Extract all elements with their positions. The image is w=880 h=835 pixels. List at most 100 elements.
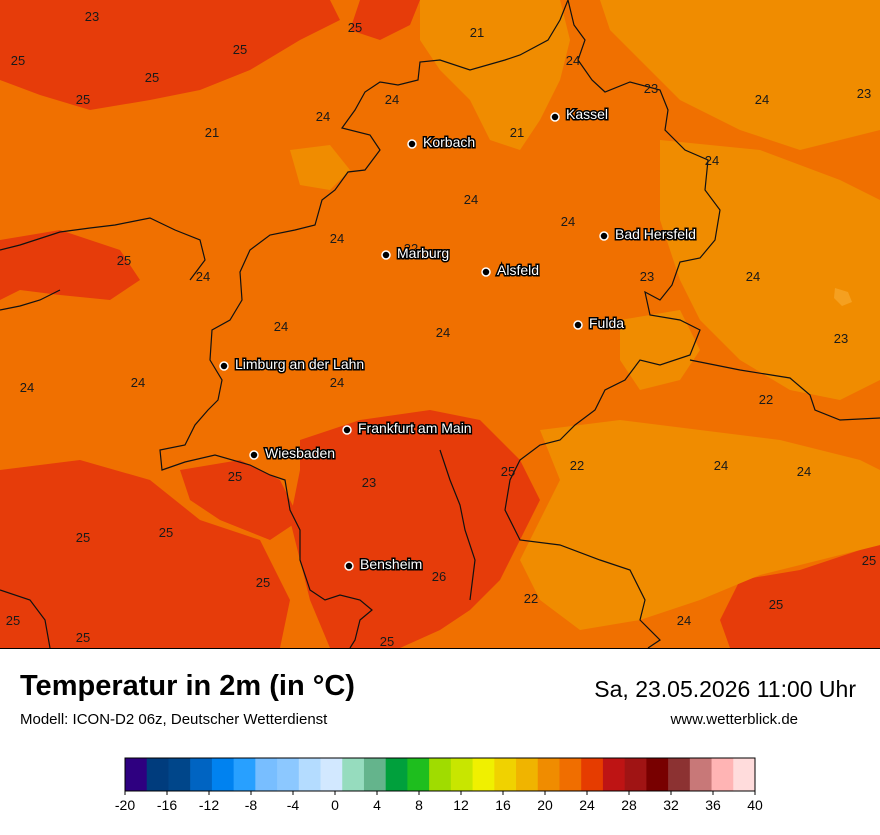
legend-swatch (581, 758, 604, 791)
temp-label: 25 (145, 70, 159, 85)
temp-label: 24 (746, 269, 760, 284)
temp-label: 25 (862, 553, 876, 568)
legend-swatch (689, 758, 713, 791)
city-dot (407, 139, 417, 149)
legend-swatch (211, 758, 235, 791)
city-label: Bensheim (360, 556, 422, 572)
legend-tick-label: 24 (579, 797, 595, 813)
legend-swatch (472, 758, 495, 791)
temp-label: 24 (677, 613, 691, 628)
legend-swatch (711, 758, 734, 791)
legend-swatch (320, 758, 343, 791)
city-dot (550, 112, 560, 122)
legend-swatch (298, 758, 322, 791)
city-dot (599, 231, 609, 241)
legend-tick-label: -4 (287, 797, 300, 813)
city-dot (249, 450, 259, 460)
city-limburg[interactable]: Limburg an der Lahn (219, 355, 366, 374)
legend-swatch (450, 758, 474, 791)
legend-tick-label: 32 (663, 797, 679, 813)
legend-tick-label: 36 (705, 797, 721, 813)
temp-label: 24 (797, 464, 811, 479)
temp-label: 24 (755, 92, 769, 107)
temp-label: 24 (131, 375, 145, 390)
legend-swatch (385, 758, 408, 791)
temp-label: 21 (470, 25, 484, 40)
temperature-numbers: 23 25 21 25 24 23 25 25 25 21 24 24 21 2… (6, 9, 876, 648)
temp-label: 23 (85, 9, 99, 24)
legend-tick-label: 8 (415, 797, 423, 813)
legend-canvas: -20 -16 -12 -8 -4 0 4 8 12 16 20 24 28 32 36 40 (115, 757, 763, 813)
city-bensheim[interactable]: Bensheim (344, 555, 424, 574)
legend-swatch (733, 758, 756, 791)
website-link[interactable]: www.wetterblick.de (670, 711, 798, 728)
legend-tick-label: -8 (245, 797, 258, 813)
city-dot (481, 267, 491, 277)
state-borders (0, 0, 880, 648)
legend-tick-label: 0 (331, 797, 339, 813)
city-label: Kassel (566, 106, 608, 122)
city-label: Frankfurt am Main (358, 420, 472, 436)
city-markers: Kassel Korbach Bad Hersfeld Marburg Alsf… (219, 105, 697, 574)
temp-label: 26 (432, 569, 446, 584)
temp-label: 24 (330, 231, 344, 246)
temp-label: 25 (76, 92, 90, 107)
legend-swatch (168, 758, 191, 791)
city-korbach[interactable]: Korbach (407, 133, 477, 152)
temp-label: 24 (274, 319, 288, 334)
cool-zones (290, 0, 880, 630)
temp-label: 24 (316, 109, 330, 124)
temp-label: 24 (561, 214, 575, 229)
legend-swatch (146, 758, 169, 791)
temp-label: 23 (644, 81, 658, 96)
temp-label: 23 (857, 86, 871, 101)
city-label: Bad Hersfeld (615, 226, 696, 242)
model-subtitle: Modell: ICON-D2 06z, Deutscher Wetterdie… (20, 711, 328, 728)
temp-label: 25 (348, 20, 362, 35)
city-kassel[interactable]: Kassel (550, 105, 610, 124)
legend-swatch (363, 758, 387, 791)
temp-label: 23 (834, 331, 848, 346)
city-label: Wiesbaden (265, 445, 335, 461)
legend-swatch (429, 758, 452, 791)
city-dot (342, 425, 352, 435)
temp-label: 25 (159, 525, 173, 540)
city-frankfurt[interactable]: Frankfurt am Main (342, 419, 473, 438)
legend-swatch (233, 758, 256, 791)
temp-label: 25 (117, 253, 131, 268)
temp-label: 21 (510, 125, 524, 140)
legend-swatch (125, 758, 148, 791)
city-label: Fulda (589, 315, 624, 331)
city-marburg[interactable]: Marburg (381, 244, 451, 263)
forecast-datetime: Sa, 23.05.2026 11:00 Uhr (594, 676, 856, 702)
temp-label: 24 (196, 269, 210, 284)
temp-label: 25 (76, 630, 90, 645)
temp-label: 22 (759, 392, 773, 407)
legend-swatch (668, 758, 691, 791)
legend-tick-label: 28 (621, 797, 637, 813)
temp-label: 24 (714, 458, 728, 473)
temp-label: 25 (501, 464, 515, 479)
city-dot (219, 361, 229, 371)
temperature-map[interactable]: 23 25 21 25 24 23 25 25 25 21 24 24 21 2… (0, 0, 880, 649)
legend-swatch (516, 758, 539, 791)
legend-swatch (494, 758, 517, 791)
city-alsfeld[interactable]: Alsfeld (481, 261, 541, 280)
city-dot (573, 320, 583, 330)
city-bad-hersfeld[interactable]: Bad Hersfeld (599, 225, 697, 244)
city-wiesbaden[interactable]: Wiesbaden (249, 444, 337, 463)
legend-swatch (646, 758, 669, 791)
legend-swatch (559, 758, 582, 791)
legend-swatch (342, 758, 365, 791)
temp-label: 25 (769, 597, 783, 612)
legend-tick-label: -16 (157, 797, 177, 813)
temp-label: 24 (705, 153, 719, 168)
legend-tick-label: 20 (537, 797, 553, 813)
legend-tick-label: -12 (199, 797, 219, 813)
legend-swatch (255, 758, 278, 791)
temp-label: 23 (362, 475, 376, 490)
legend-tick-label: 4 (373, 797, 381, 813)
city-dot (344, 561, 354, 571)
city-fulda[interactable]: Fulda (573, 314, 626, 333)
city-label: Marburg (397, 245, 449, 261)
